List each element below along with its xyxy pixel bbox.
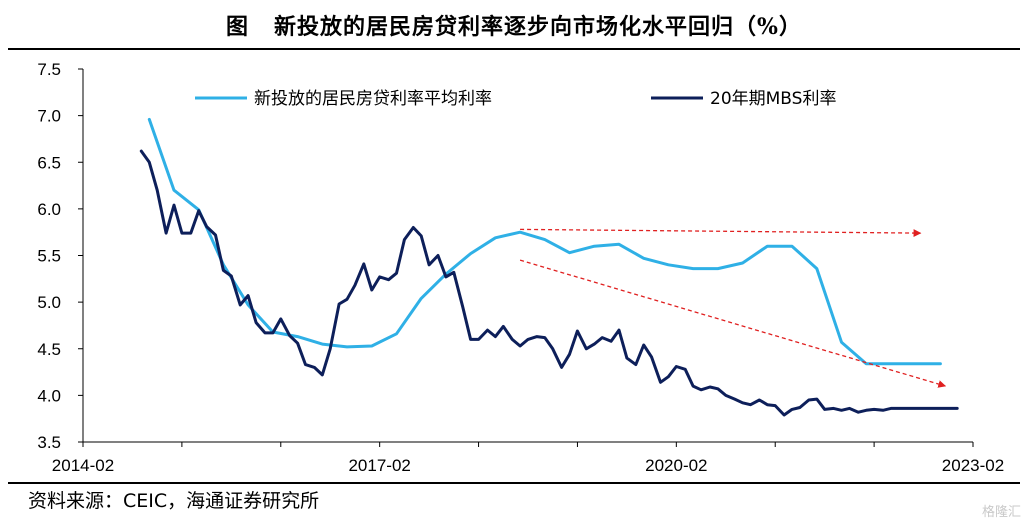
y-tick-label: 7.5 <box>37 60 61 79</box>
figure-label: 图 <box>226 14 249 40</box>
x-tick-label: 2020-02 <box>645 456 707 475</box>
chart-title: 新投放的居民房贷利率逐步向市场化水平回归（%） <box>274 14 802 40</box>
legend-label: 新投放的居民房贷利率平均利率 <box>254 89 492 109</box>
chart-title-bar: 图 新投放的居民房贷利率逐步向市场化水平回归（%） <box>8 5 1020 45</box>
legend: 新投放的居民房贷利率平均利率 20年期MBS利率 <box>195 89 836 109</box>
series-lines <box>139 117 959 417</box>
x-tick-label: 2017-02 <box>348 456 410 475</box>
x-tick-label: 2014-02 <box>52 456 114 475</box>
y-tick-label: 6.5 <box>37 153 61 172</box>
series-line-avg-mortgage-rate <box>147 117 942 366</box>
y-tick-label: 6.0 <box>37 200 61 219</box>
trend-arrow <box>519 259 947 388</box>
source-rule <box>8 482 1020 484</box>
y-tick-label: 5.5 <box>37 247 61 266</box>
y-tick-label: 3.5 <box>37 433 61 452</box>
y-tick-label: 5.0 <box>37 293 61 312</box>
trend-arrows <box>519 228 947 388</box>
y-tick-label: 4.0 <box>37 386 61 405</box>
y-tick-label: 4.5 <box>37 340 61 359</box>
axes: 3.5 4.0 4.5 5.0 5.5 6.0 6.5 7.0 7.5 2014-02 2017-0… <box>37 60 1004 475</box>
trend-arrow <box>520 228 922 237</box>
title-rule <box>8 48 1020 50</box>
legend-label: 20年期MBS利率 <box>710 89 836 109</box>
watermark: 格隆汇 <box>981 505 1021 520</box>
x-tick-label: 2023-02 <box>942 456 1004 475</box>
series-line-mbs-20y-rate <box>139 149 959 417</box>
source-note: 资料来源：CEIC，海通证券研究所 <box>28 490 320 512</box>
y-tick-label: 7.0 <box>37 107 61 126</box>
